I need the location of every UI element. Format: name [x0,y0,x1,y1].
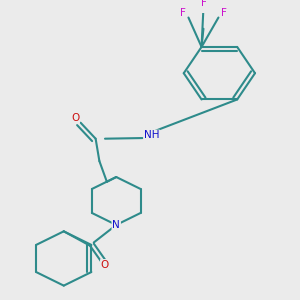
Text: NH: NH [144,130,160,140]
Text: N: N [112,220,120,230]
Text: F: F [221,8,227,18]
Text: F: F [180,8,186,18]
Text: F: F [200,0,206,8]
Text: O: O [71,113,79,123]
Text: O: O [101,260,109,270]
